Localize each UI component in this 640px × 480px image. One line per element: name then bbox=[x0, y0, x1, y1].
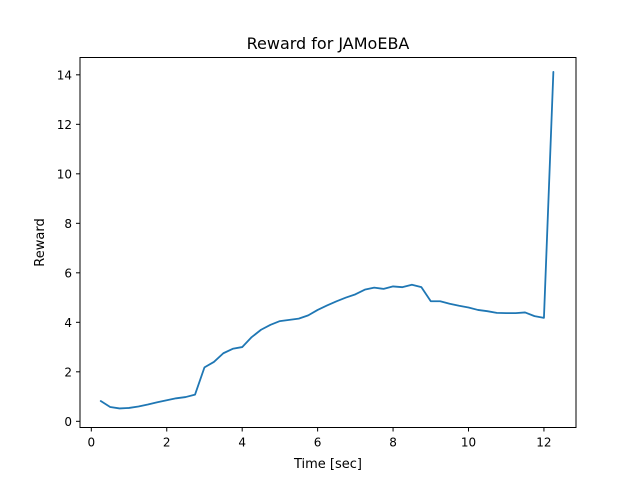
y-tick-label: 6 bbox=[64, 266, 72, 280]
data-point bbox=[251, 336, 253, 338]
data-point bbox=[411, 284, 413, 286]
y-tick-label: 14 bbox=[57, 68, 72, 82]
data-point bbox=[364, 289, 366, 291]
data-point bbox=[534, 315, 536, 317]
data-point bbox=[279, 320, 281, 322]
data-point bbox=[175, 397, 177, 399]
data-point bbox=[128, 407, 130, 409]
data-point bbox=[100, 400, 102, 402]
data-point bbox=[119, 408, 121, 410]
data-point bbox=[109, 406, 111, 408]
data-point bbox=[307, 314, 309, 316]
y-axis: 0 2 4 6 8 10 12 14 bbox=[57, 68, 80, 429]
data-point bbox=[515, 312, 517, 314]
data-point bbox=[345, 297, 347, 299]
data-point bbox=[354, 293, 356, 295]
x-tick-label: 10 bbox=[461, 436, 476, 450]
y-tick-label: 2 bbox=[64, 365, 72, 379]
x-tick-label: 8 bbox=[389, 436, 397, 450]
chart-title: Reward for JAMoEBA bbox=[247, 34, 410, 53]
y-tick-label: 12 bbox=[57, 118, 72, 132]
data-point bbox=[439, 300, 441, 302]
data-point bbox=[194, 394, 196, 396]
x-tick-label: 0 bbox=[87, 436, 95, 450]
data-point bbox=[458, 305, 460, 307]
data-point bbox=[524, 312, 526, 314]
data-point bbox=[232, 348, 234, 350]
y-tick-label: 10 bbox=[57, 167, 72, 181]
data-point bbox=[392, 286, 394, 288]
data-point bbox=[543, 317, 545, 319]
data-point bbox=[336, 300, 338, 302]
x-tick-label: 6 bbox=[314, 436, 322, 450]
data-point bbox=[185, 396, 187, 398]
data-point bbox=[317, 309, 319, 311]
data-point bbox=[241, 346, 243, 348]
data-point bbox=[213, 361, 215, 363]
data-point bbox=[496, 312, 498, 314]
data-point bbox=[222, 352, 224, 354]
data-point bbox=[402, 286, 404, 288]
series-line-0 bbox=[99, 70, 555, 410]
data-point bbox=[505, 312, 507, 314]
data-point bbox=[430, 300, 432, 302]
data-point bbox=[477, 309, 479, 311]
x-tick-label: 4 bbox=[238, 436, 246, 450]
data-point bbox=[138, 406, 140, 408]
y-tick-label: 0 bbox=[64, 415, 72, 429]
data-point bbox=[288, 319, 290, 321]
plot-frame bbox=[79, 57, 577, 428]
data-point bbox=[468, 307, 470, 309]
x-tick-label: 12 bbox=[536, 436, 551, 450]
y-axis-label: Reward bbox=[33, 218, 48, 266]
data-point bbox=[486, 310, 488, 312]
data-point bbox=[270, 324, 272, 326]
data-point bbox=[166, 399, 168, 401]
x-axis-label: Time [sec] bbox=[293, 457, 362, 472]
data-point bbox=[383, 288, 385, 290]
data-point bbox=[552, 71, 554, 73]
y-tick-label: 4 bbox=[64, 316, 72, 330]
y-tick-label: 8 bbox=[64, 217, 72, 231]
data-point bbox=[260, 329, 262, 331]
data-point bbox=[326, 305, 328, 307]
x-axis: 0 2 4 6 8 10 12 bbox=[87, 427, 552, 450]
data-point bbox=[373, 287, 375, 289]
data-point bbox=[449, 303, 451, 305]
x-tick-label: 2 bbox=[163, 436, 171, 450]
data-point bbox=[147, 404, 149, 406]
data-point bbox=[420, 286, 422, 288]
data-point bbox=[156, 401, 158, 403]
data-point bbox=[204, 366, 206, 368]
series-layer bbox=[99, 70, 555, 410]
data-point bbox=[298, 318, 300, 320]
